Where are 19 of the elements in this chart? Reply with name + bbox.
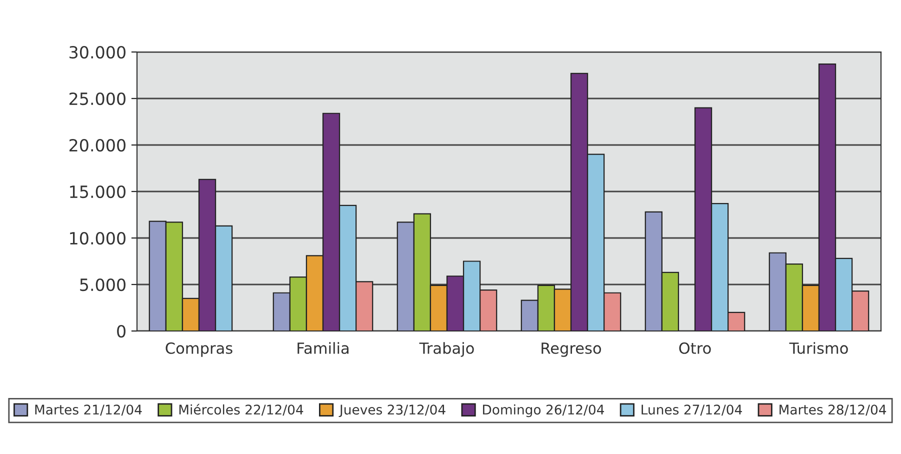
x-tick-label: Compras <box>166 342 232 357</box>
legend-label: Lunes 27/12/04 <box>642 404 742 416</box>
legend-label: Domingo 26/12/04 <box>483 404 604 418</box>
x-tick-label: Regreso <box>542 342 601 357</box>
y-tick-label: 30.000 <box>70 46 126 59</box>
x-tick-label: Otro <box>679 342 711 354</box>
legend-label: Martes 21/12/04 <box>35 404 142 416</box>
y-tick-label: 5.000 <box>80 278 126 292</box>
legend-label: Martes 28/12/04 <box>780 404 886 416</box>
y-tick-label: 20.000 <box>69 138 126 152</box>
legend-label: Jueves 23/12/04 <box>338 404 446 418</box>
y-tick-label: 15.000 <box>70 185 126 198</box>
legend-label: Miércoles 22/12/04 <box>179 404 304 416</box>
y-tick-label: 25.000 <box>69 92 126 106</box>
x-tick-label: Trabajo <box>419 342 474 357</box>
y-tick-label: 10.000 <box>70 232 126 245</box>
x-tick-label: Familia <box>298 342 348 354</box>
y-tick-label: 0 <box>117 324 126 338</box>
x-tick-label: Turismo <box>789 342 848 354</box>
